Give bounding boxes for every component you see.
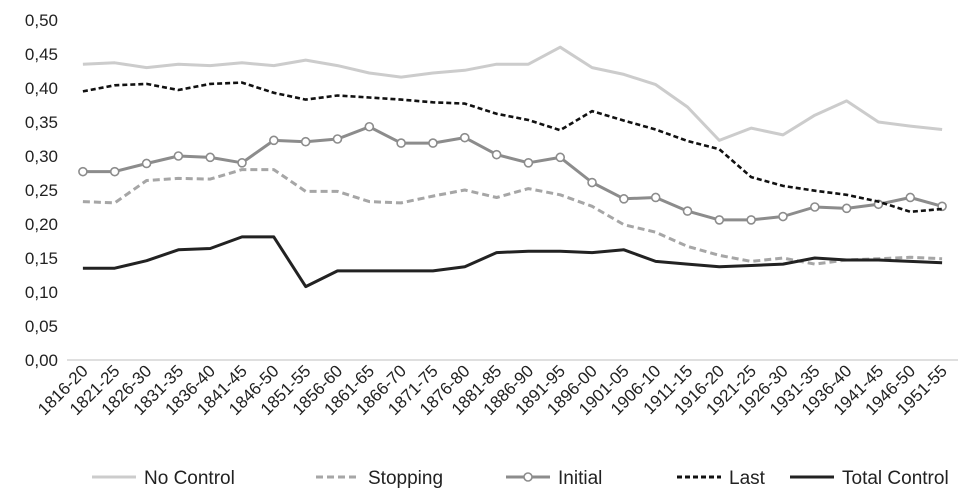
data-point — [459, 132, 470, 143]
data-point — [396, 138, 406, 148]
y-tick-label: 0,40 — [25, 79, 58, 98]
data-point — [173, 151, 184, 161]
legend-item: Total Control — [790, 468, 949, 489]
y-tick-label: 0,50 — [25, 11, 58, 30]
data-point — [555, 152, 566, 163]
data-point — [491, 149, 502, 160]
x-axis-ticks: 1816-201821-251826-301831-351836-401841-… — [34, 361, 951, 419]
y-tick-label: 0,30 — [25, 147, 58, 166]
legend-label: Initial — [558, 468, 602, 489]
series-no-control — [82, 45, 943, 142]
y-tick-label: 0,20 — [25, 215, 58, 234]
data-point — [428, 138, 438, 148]
legend-label: No Control — [144, 468, 235, 489]
series-stopping — [82, 168, 943, 266]
data-point — [269, 135, 279, 146]
y-tick-label: 0,15 — [25, 249, 58, 268]
y-axis-ticks: 0,00 0,05 0,10 0,15 0,20 0,25 0,30 0,35 0,40 0,45… — [25, 11, 58, 370]
data-point — [746, 215, 756, 225]
y-tick-label: 0,00 — [25, 351, 58, 370]
data-point — [205, 152, 215, 163]
data-point — [587, 177, 597, 188]
data-point — [778, 211, 788, 222]
y-tick-label: 0,35 — [25, 113, 58, 132]
data-point — [237, 158, 247, 168]
data-point — [523, 158, 534, 168]
data-point — [300, 136, 311, 147]
data-point — [810, 202, 820, 212]
data-point — [682, 206, 693, 216]
y-tick-label: 0,05 — [25, 317, 58, 336]
data-point — [332, 134, 343, 144]
data-point — [714, 215, 725, 225]
series-layer — [78, 45, 947, 289]
y-tick-label: 0,10 — [25, 283, 58, 302]
series-last — [82, 81, 943, 214]
data-point — [364, 121, 375, 132]
data-point — [905, 192, 916, 203]
legend-item: No Control — [92, 468, 235, 489]
series-line — [82, 45, 943, 142]
y-tick-label: 0,25 — [25, 181, 58, 200]
series-line — [82, 81, 943, 214]
data-point — [619, 194, 629, 204]
legend-label: Stopping — [368, 468, 443, 489]
legend-label: Total Control — [842, 468, 949, 489]
legend-label: Last — [729, 468, 766, 489]
legend-item: Stopping — [316, 468, 443, 489]
data-point — [141, 158, 152, 169]
y-tick-label: 0,45 — [25, 45, 58, 64]
series-initial — [78, 121, 947, 225]
data-point — [109, 166, 120, 177]
legend: No Control Stopping Initial Last Total Contr… — [92, 468, 949, 489]
data-point — [650, 192, 661, 203]
legend-item: Last — [677, 468, 766, 489]
series-line — [82, 168, 943, 266]
data-point — [841, 203, 852, 214]
legend-item: Initial — [506, 468, 602, 489]
legend-marker — [523, 472, 533, 482]
data-point — [78, 166, 88, 177]
series-line — [82, 125, 943, 222]
series-line — [82, 235, 943, 289]
series-total-control — [82, 235, 943, 289]
